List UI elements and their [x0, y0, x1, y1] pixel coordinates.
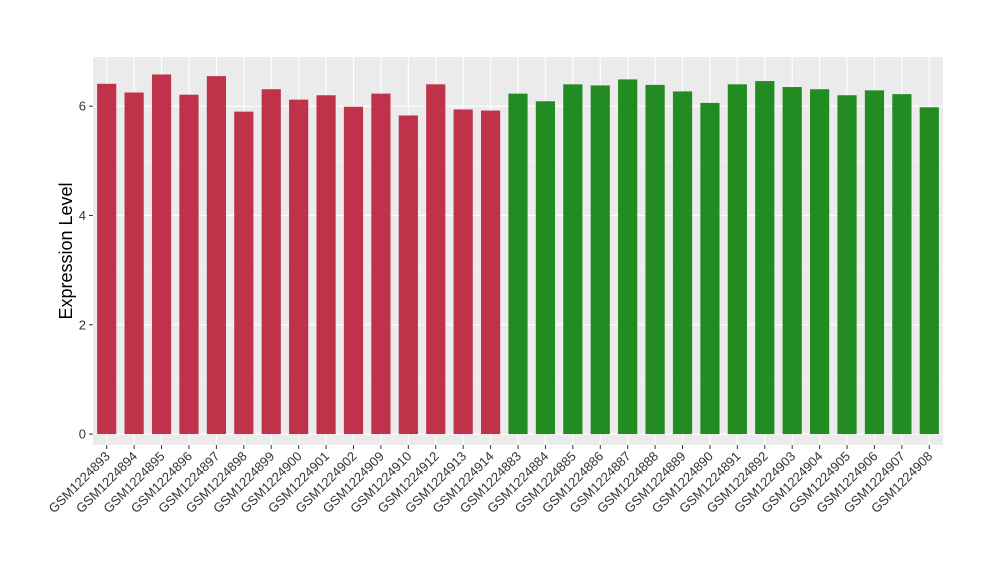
bar — [590, 85, 610, 435]
bar — [535, 101, 556, 435]
y-tick-label: 0 — [79, 427, 86, 442]
y-tick-label: 4 — [79, 208, 86, 223]
y-tick-label: 6 — [79, 99, 86, 114]
bars — [97, 74, 939, 435]
y-tick-label: 2 — [79, 317, 86, 332]
bar — [755, 81, 775, 435]
bar — [919, 107, 939, 435]
bar — [782, 87, 802, 435]
bar — [508, 93, 528, 435]
bar — [151, 74, 172, 435]
bar — [97, 83, 117, 435]
bar — [261, 89, 281, 435]
bar — [837, 95, 857, 435]
bar — [398, 115, 418, 435]
bar — [892, 94, 912, 435]
bar — [371, 93, 391, 435]
bar — [645, 84, 665, 435]
bar — [289, 99, 309, 435]
bar — [453, 109, 473, 435]
bar — [727, 84, 747, 435]
bar — [563, 84, 583, 435]
y-axis: 0 2 4 6 — [79, 99, 93, 442]
bar — [234, 111, 254, 435]
bar — [206, 76, 226, 435]
bar — [426, 84, 446, 435]
bar — [672, 91, 693, 435]
bar — [480, 110, 501, 435]
bar — [124, 92, 144, 435]
y-axis-title: Expression Level — [56, 182, 76, 319]
bar — [618, 79, 638, 435]
x-axis: GSM1224893GSM1224894GSM1224895GSM1224896… — [45, 445, 935, 516]
bar — [316, 95, 336, 435]
bar — [179, 94, 199, 435]
bar — [343, 106, 364, 435]
bar — [700, 102, 720, 435]
bar — [864, 90, 885, 435]
bar — [810, 89, 830, 435]
